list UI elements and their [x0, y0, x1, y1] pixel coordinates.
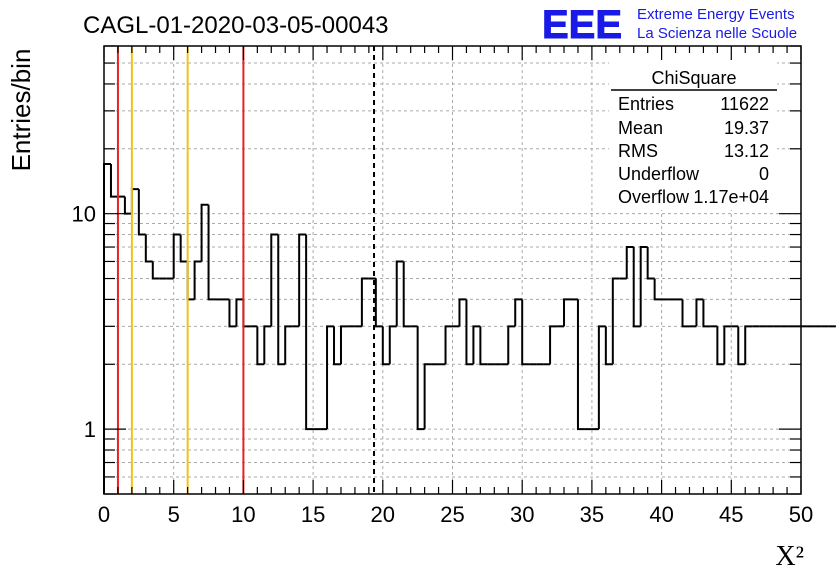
- stats-value-rms: 13.12: [724, 141, 769, 161]
- y-tick-labels: 1 10: [72, 202, 96, 442]
- histogram-bin: [109, 164, 118, 198]
- eee-logo-text: EEE: [542, 3, 622, 47]
- histogram-bin: [479, 326, 488, 366]
- x-tick-labels: 0 5 10 15 20 25 30 35 40 45 50: [98, 502, 813, 527]
- x-tick-label: 20: [371, 502, 395, 527]
- histogram-bin: [388, 325, 397, 365]
- histogram-bin: [130, 188, 139, 214]
- x-tick-label: 30: [510, 502, 534, 527]
- histogram-bin: [200, 203, 209, 262]
- stats-label-rms: RMS: [618, 141, 658, 161]
- x-tick-label: 35: [580, 502, 604, 527]
- histogram-bin: [193, 260, 202, 300]
- histogram-bin: [151, 261, 160, 280]
- x-tick-label: 5: [168, 502, 180, 527]
- histogram-bin: [639, 246, 648, 327]
- histogram-bin: [360, 277, 369, 327]
- stats-value-entries: 11622: [720, 94, 769, 114]
- histogram-bin: [458, 298, 467, 327]
- histogram-bin: [737, 326, 746, 366]
- histogram-bin: [744, 325, 753, 365]
- histogram-bin: [207, 204, 216, 301]
- x-tick-label: 10: [231, 502, 255, 527]
- x-axis-label: X²: [775, 541, 804, 572]
- histogram-bin: [653, 278, 662, 301]
- histogram-bin: [611, 277, 620, 365]
- histogram-bin: [381, 326, 390, 366]
- x-tick-label: 50: [789, 502, 813, 527]
- histogram-bin: [263, 325, 272, 365]
- stats-label-underflow: Underflow: [618, 164, 700, 184]
- stats-value-overflow: 1.17e+04: [693, 187, 769, 207]
- histogram-bin: [563, 298, 571, 327]
- stats-box-title: ChiSquare: [651, 68, 736, 88]
- y-tick-label: 1: [84, 417, 96, 442]
- histogram-bin: [507, 325, 516, 365]
- histogram-bin: [402, 261, 411, 328]
- x-tick-label: 45: [719, 502, 743, 527]
- logo-line1: Extreme Energy Events: [637, 6, 795, 23]
- histogram-bin: [123, 196, 132, 215]
- y-axis-label: Entries/bin: [6, 49, 36, 172]
- stats-box-background: [609, 60, 777, 210]
- histogram-bin: [472, 325, 481, 365]
- histogram-bin: [395, 260, 404, 327]
- eee-logo: EEE Extreme Energy Events La Scienza nel…: [542, 3, 798, 48]
- histogram-bin: [137, 189, 146, 236]
- histogram-bin: [186, 261, 195, 301]
- chart-title: CAGL-01-2020-03-05-00043: [83, 12, 389, 39]
- histogram-bin: [284, 325, 293, 365]
- histogram-bin: [514, 298, 523, 327]
- x-tick-label: 25: [440, 502, 464, 527]
- histogram-bin: [632, 247, 641, 328]
- histogram-bin: [695, 298, 704, 327]
- stats-value-underflow: 0: [759, 164, 769, 184]
- histogram-bin: [716, 326, 725, 366]
- axes: [103, 45, 802, 495]
- histogram-bin: [242, 299, 251, 328]
- histogram-bin: [416, 326, 425, 431]
- stats-label-entries: Entries: [618, 94, 674, 114]
- histogram-bin: [374, 278, 383, 328]
- histogram-bin: [625, 246, 634, 279]
- histogram-bin: [423, 363, 432, 430]
- histogram-bin: [270, 233, 279, 327]
- stats-value-mean: 19.37: [724, 118, 769, 138]
- histogram-bin: [549, 325, 558, 365]
- histogram-bin: [702, 299, 711, 328]
- stats-label-overflow: Overflow: [618, 187, 690, 207]
- histogram-bin: [144, 234, 153, 263]
- histogram-bin: [465, 299, 474, 366]
- x-tick-label: 0: [98, 502, 110, 527]
- histogram-bin: [597, 325, 606, 430]
- x-tick-label: 40: [649, 502, 673, 527]
- histogram-bin: [298, 233, 307, 327]
- histogram-bars: [103, 163, 836, 494]
- histogram-bin: [172, 233, 181, 279]
- histogram-bin: [228, 299, 237, 328]
- logo-line2: La Scienza nelle Scuole: [637, 25, 797, 42]
- histogram-bin: [333, 326, 341, 366]
- stats-box: ChiSquare Entries 11622 Mean 19.37 RMS 1…: [609, 60, 777, 210]
- histogram-bin: [521, 299, 530, 366]
- histogram-bin: [723, 325, 732, 365]
- histogram-bin: [256, 326, 265, 366]
- y-tick-label: 10: [72, 202, 96, 227]
- histogram-bin: [305, 234, 314, 431]
- histogram-bin: [576, 299, 585, 431]
- stats-label-mean: Mean: [618, 118, 663, 138]
- histogram-bin: [681, 299, 690, 328]
- histogram-bin: [339, 325, 348, 365]
- histogram-bin: [326, 325, 335, 430]
- histogram-bin: [179, 234, 188, 263]
- histogram-bin: [604, 326, 613, 366]
- histogram-bin: [646, 247, 655, 280]
- x-tick-label: 15: [301, 502, 325, 527]
- histogram-bin: [277, 234, 286, 366]
- reference-lines: [116, 46, 376, 494]
- histogram-bin: [444, 325, 453, 365]
- histogram-bin: [235, 298, 244, 327]
